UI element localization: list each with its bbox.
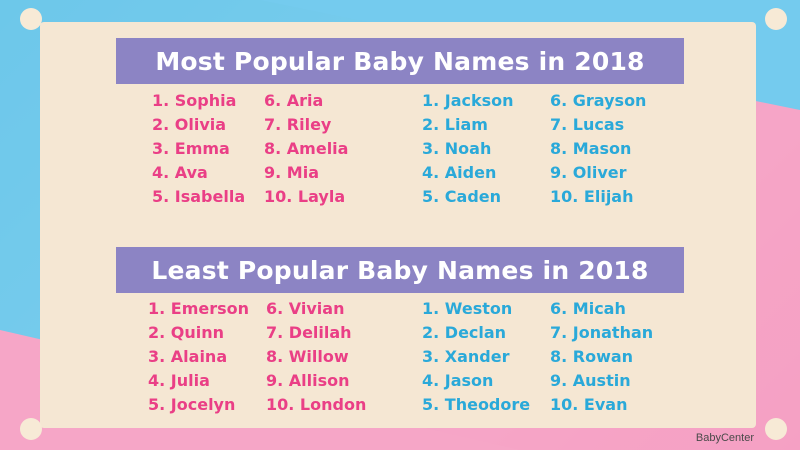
list-item: 9. Austin (550, 371, 631, 390)
list-item: 10. Evan (550, 395, 628, 414)
least-girls-col-1: 1. Emerson 2. Quinn 3. Alaina 4. Julia 5… (148, 297, 249, 417)
most-girls-col-1: 1. Sophia 2. Olivia 3. Emma 4. Ava 5. Is… (152, 89, 245, 209)
corner-dot (20, 8, 42, 30)
list-item: 1. Sophia (152, 91, 237, 110)
list-item: 1. Weston (422, 299, 513, 318)
least-boys-col-2: 6. Micah 7. Jonathan 8. Rowan 9. Austin … (550, 297, 653, 417)
list-item: 6. Grayson (550, 91, 647, 110)
list-item: 1. Emerson (148, 299, 250, 318)
least-boys-col-1: 1. Weston 2. Declan 3. Xander 4. Jason 5… (422, 297, 530, 417)
list-item: 5. Isabella (152, 187, 246, 206)
list-item: 8. Mason (550, 139, 632, 158)
most-boys-col-2: 6. Grayson 7. Lucas 8. Mason 9. Oliver 1… (550, 89, 646, 209)
list-item: 10. London (266, 395, 367, 414)
list-item: 4. Ava (152, 163, 208, 182)
list-item: 3. Noah (422, 139, 492, 158)
list-item: 4. Aiden (422, 163, 497, 182)
brand-logo-text: BabyCenter (695, 432, 754, 444)
corner-dot (765, 8, 787, 30)
list-item: 9. Allison (266, 371, 350, 390)
list-item: 2. Liam (422, 115, 488, 134)
list-item: 9. Mia (264, 163, 319, 182)
list-item: 2. Quinn (148, 323, 225, 342)
list-item: 7. Riley (264, 115, 332, 134)
list-item: 3. Emma (152, 139, 230, 158)
list-item: 4. Jason (422, 371, 494, 390)
list-item: 9. Oliver (550, 163, 627, 182)
list-item: 4. Julia (148, 371, 210, 390)
list-item: 5. Caden (422, 187, 502, 206)
list-item: 10. Layla (264, 187, 346, 206)
list-item: 6. Aria (264, 91, 324, 110)
list-item: 5. Jocelyn (148, 395, 236, 414)
list-item: 1. Jackson (422, 91, 514, 110)
list-item: 8. Amelia (264, 139, 349, 158)
list-item: 8. Rowan (550, 347, 634, 366)
list-item: 7. Jonathan (550, 323, 654, 342)
list-item: 2. Olivia (152, 115, 227, 134)
list-item: 2. Declan (422, 323, 507, 342)
list-item: 7. Lucas (550, 115, 625, 134)
list-item: 8. Willow (266, 347, 349, 366)
list-item: 10. Elijah (550, 187, 634, 206)
least-popular-title: Least Popular Baby Names in 2018 (116, 247, 684, 293)
most-popular-title: Most Popular Baby Names in 2018 (116, 38, 684, 84)
list-item: 3. Alaina (148, 347, 228, 366)
least-girls-col-2: 6. Vivian 7. Delilah 8. Willow 9. Alliso… (266, 297, 366, 417)
corner-dot (765, 418, 787, 440)
list-item: 5. Theodore (422, 395, 531, 414)
list-item: 6. Micah (550, 299, 626, 318)
most-boys-col-1: 1. Jackson 2. Liam 3. Noah 4. Aiden 5. C… (422, 89, 514, 209)
list-item: 7. Delilah (266, 323, 352, 342)
corner-dot (20, 418, 42, 440)
list-item: 3. Xander (422, 347, 510, 366)
list-item: 6. Vivian (266, 299, 345, 318)
names-card: Most Popular Baby Names in 2018 1. Sophi… (40, 22, 756, 428)
most-girls-col-2: 6. Aria 7. Riley 8. Amelia 9. Mia 10. La… (264, 89, 348, 209)
